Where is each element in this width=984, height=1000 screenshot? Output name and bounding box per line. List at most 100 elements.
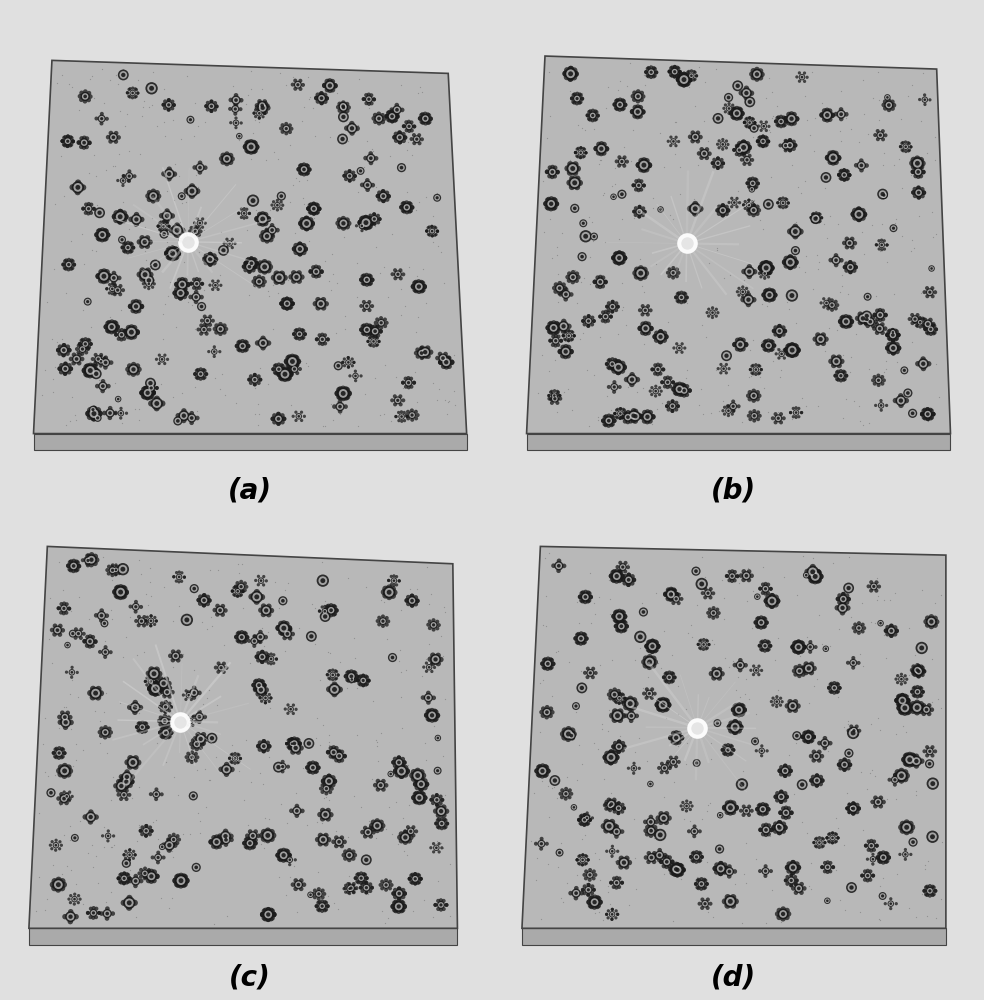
Point [907,647,923,663]
Point [769,593,785,609]
Point [909,689,925,705]
Point [658,586,674,602]
Point [341,847,357,863]
Point [603,744,619,760]
Point [111,870,127,886]
Point [563,344,579,360]
Point [329,823,344,839]
Point [70,175,86,191]
Point [870,710,886,726]
Point [692,845,707,861]
Point [840,800,856,816]
Point [805,206,821,222]
Point [46,880,62,896]
Point [742,199,758,215]
Point [736,144,752,160]
Point [184,749,200,765]
Point [831,680,847,696]
Point [149,662,164,678]
Point [165,832,181,848]
Point [227,235,243,251]
Point [616,800,632,816]
Point [75,340,91,356]
Point [624,575,640,591]
Point [879,650,894,666]
Point [246,105,262,121]
Point [566,799,582,815]
Point [188,289,204,305]
Point [660,583,676,599]
Point [581,852,596,868]
Point [164,94,180,110]
Point [769,117,785,133]
Point [345,884,361,900]
Point [614,613,630,629]
Point [381,910,397,926]
Point [615,93,631,109]
Point [640,819,655,835]
Point [849,797,865,813]
Point [424,228,440,244]
Point [265,910,280,926]
Point [54,133,70,149]
Point [156,226,172,242]
Point [111,129,127,145]
Point [924,702,940,718]
Point [911,185,927,201]
Point [635,680,650,696]
Point [582,592,597,608]
Point [893,696,909,712]
Point [228,120,244,136]
Point [262,687,277,703]
Point [586,894,602,910]
Point [775,200,791,216]
Point [893,671,909,687]
Point [388,882,403,898]
Point [134,826,150,842]
Point [689,68,705,84]
Point [565,171,581,187]
Point [174,188,190,204]
Point [397,156,412,172]
Point [855,417,871,433]
Point [907,188,923,204]
Point [639,265,654,281]
Point [870,131,886,147]
Point [644,320,659,336]
Point [100,828,116,844]
Point [763,581,778,597]
Point [317,77,333,93]
Point [734,776,750,792]
Point [656,760,672,776]
Point [668,385,684,401]
Point [760,743,775,759]
Point [546,388,562,404]
Point [282,300,298,316]
Point [111,870,127,886]
Point [413,871,429,887]
Point [235,338,251,354]
Point [314,85,330,101]
Point [104,319,120,335]
Point [538,759,554,775]
Point [112,103,128,119]
Point [542,660,558,676]
Point [836,167,852,183]
Point [282,701,298,717]
Point [244,255,260,271]
Point [116,782,132,798]
Point [894,692,910,708]
Point [864,833,880,849]
Point [573,150,588,166]
Point [97,639,113,655]
Point [83,685,98,701]
Point [309,898,325,914]
Point [878,307,893,323]
Point [873,878,889,894]
Point [65,133,81,149]
Point [331,901,346,917]
Point [301,91,317,107]
Point [789,872,805,888]
Point [400,134,415,150]
Point [694,876,709,892]
